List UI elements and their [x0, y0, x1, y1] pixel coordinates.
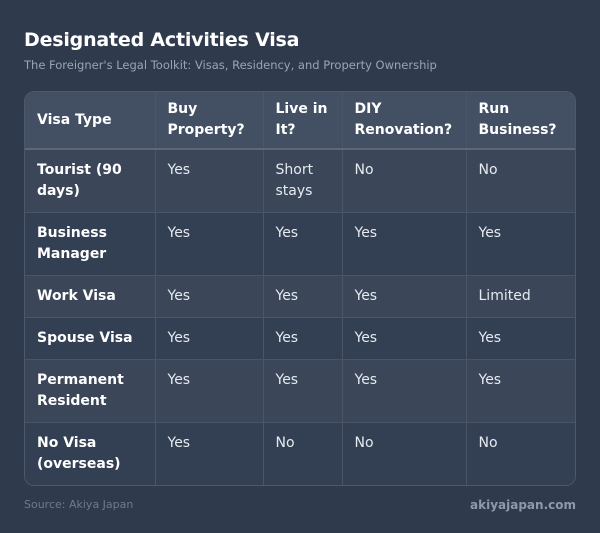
table-row: Permanent Resident Yes Yes Yes Yes	[25, 359, 575, 423]
row-label: Business Manager	[25, 212, 156, 276]
table-body: Tourist (90 days) Yes Short stays No No Busin…	[25, 149, 575, 485]
table-row: No Visa (overseas) Yes No No No	[25, 422, 575, 485]
cell: Yes	[155, 212, 264, 276]
cell: No	[342, 422, 467, 485]
column-header: Visa Type	[25, 92, 156, 150]
cell: Yes	[342, 275, 467, 318]
cell: No	[263, 422, 343, 485]
table-row: Business Manager Yes Yes Yes Yes	[25, 212, 575, 276]
cell: Yes	[342, 212, 467, 276]
cell: Yes	[263, 359, 343, 423]
cell: Limited	[466, 275, 575, 318]
table-container: Visa Type Buy Property? Live in It? DIY Ren…	[24, 91, 576, 486]
cell: Yes	[263, 275, 343, 318]
cell: Yes	[155, 275, 264, 318]
title: Designated Activities Visa	[24, 29, 300, 51]
cell: Short stays	[263, 149, 343, 213]
row-label: Work Visa	[25, 275, 156, 318]
row-label: Permanent Resident	[25, 359, 156, 423]
cell: Yes	[155, 317, 264, 360]
column-header: DIY Renovation?	[342, 92, 467, 150]
column-header: Buy Property?	[155, 92, 264, 150]
cell: Yes	[155, 359, 264, 423]
cell: No	[466, 422, 575, 485]
row-label: Tourist (90 days)	[25, 149, 156, 213]
cell: Yes	[466, 317, 575, 360]
header-row: Visa Type Buy Property? Live in It? DIY Ren…	[25, 92, 575, 150]
cell: Yes	[155, 422, 264, 485]
site: akiyajapan.com	[470, 498, 576, 512]
cell: Yes	[263, 317, 343, 360]
cell: Yes	[466, 359, 575, 423]
cell: Yes	[342, 359, 467, 423]
column-header: Run Business?	[466, 92, 575, 150]
cell: Yes	[342, 317, 467, 360]
table: Visa Type Buy Property? Live in It? DIY Ren…	[25, 92, 575, 485]
table-row: Work Visa Yes Yes Yes Limited	[25, 275, 575, 318]
cell: Yes	[466, 212, 575, 276]
cell: Yes	[155, 149, 264, 213]
table-row: Spouse Visa Yes Yes Yes Yes	[25, 317, 575, 360]
row-label: Spouse Visa	[25, 317, 156, 360]
column-header: Live in It?	[263, 92, 343, 150]
row-label: No Visa (overseas)	[25, 422, 156, 485]
cell: No	[466, 149, 575, 213]
cell: No	[342, 149, 467, 213]
cell: Yes	[263, 212, 343, 276]
table-row: Tourist (90 days) Yes Short stays No No	[25, 149, 575, 213]
source: Source: Akiya Japan	[24, 498, 134, 511]
subtitle: The Foreigner's Legal Toolkit: Visas, Re…	[24, 58, 437, 72]
